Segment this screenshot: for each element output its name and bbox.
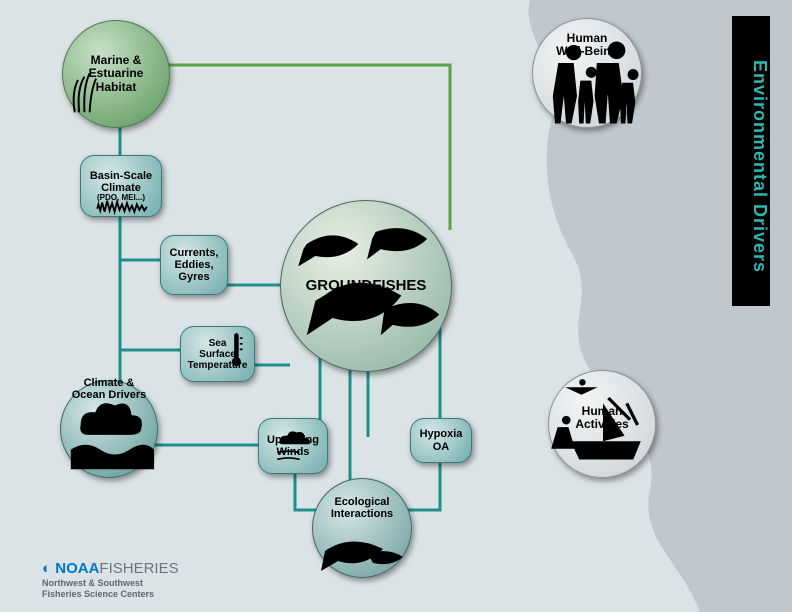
node-activities: Human Activities	[548, 370, 656, 478]
node-label: Human Activities	[575, 405, 628, 431]
title-banner: Environmental Drivers	[732, 16, 770, 306]
node-label: Basin-Scale Climate	[90, 170, 152, 194]
node-ecological: Ecological Interactions	[312, 478, 412, 578]
node-climate_ocean: Climate & Ocean Drivers	[60, 380, 158, 478]
logo-sub2: Fisheries Science Centers	[42, 589, 179, 599]
node-habitat: Marine & Estuarine Habitat	[62, 20, 170, 128]
node-label: Upwelling Winds	[267, 434, 319, 458]
node-label: Ecological Interactions	[331, 496, 393, 520]
node-label: Climate & Ocean Drivers	[72, 377, 147, 401]
node-currents: Currents, Eddies, Gyres	[160, 235, 228, 295]
node-label: GROUNDFISHES	[306, 278, 427, 295]
node-hypoxia: Hypoxia OA	[410, 418, 472, 463]
noaa-logo: ◐ NOAAFISHERIESNorthwest & SouthwestFish…	[42, 560, 179, 599]
node-label: Marine & Estuarine Habitat	[89, 54, 144, 94]
globe-icon: ◐	[42, 560, 55, 577]
node-upwelling: Upwelling Winds	[258, 418, 328, 474]
node-groundfishes: GROUNDFISHES	[280, 200, 452, 372]
logo-sub1: Northwest & Southwest	[42, 578, 179, 588]
logo-fisheries-text: FISHERIES	[99, 560, 178, 577]
node-label: Hypoxia OA	[420, 428, 463, 452]
node-wellbeing: Human Well-Being	[532, 18, 642, 128]
node-label: Sea Surface Temperature	[188, 338, 248, 371]
fish-small-icon	[313, 479, 413, 579]
node-climate_basin: Basin-Scale Climate(PDO, MEI...)	[80, 155, 162, 217]
node-label: Currents, Eddies, Gyres	[170, 247, 219, 283]
logo-noaa-text: NOAA	[55, 560, 99, 577]
node-label: Human Well-Being	[556, 32, 618, 58]
logo-main: ◐ NOAAFISHERIES	[42, 560, 179, 577]
node-sst: Sea Surface Temperature	[180, 326, 255, 382]
